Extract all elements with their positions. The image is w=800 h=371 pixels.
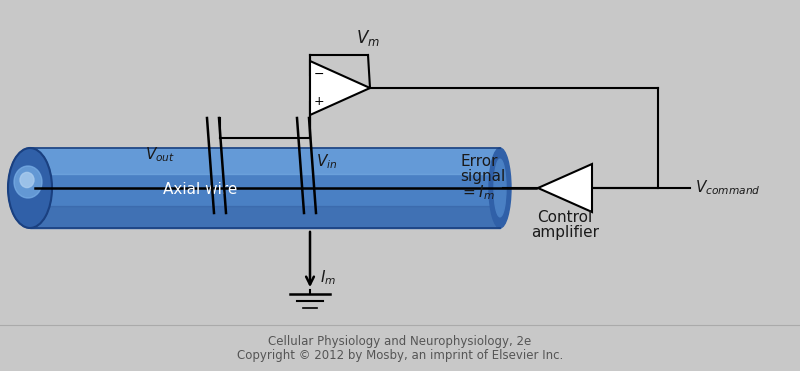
Text: $V_{\mathregular{out}}$: $V_{\mathregular{out}}$ xyxy=(145,146,175,164)
Bar xyxy=(30,148,500,228)
Text: $V_{\mathregular{in}}$: $V_{\mathregular{in}}$ xyxy=(316,152,338,171)
Ellipse shape xyxy=(8,148,52,228)
Text: −: − xyxy=(314,68,324,81)
Ellipse shape xyxy=(14,166,42,198)
Polygon shape xyxy=(310,61,370,115)
Text: Cellular Physiology and Neurophysiology, 2e: Cellular Physiology and Neurophysiology,… xyxy=(268,335,532,348)
Text: Copyright © 2012 by Mosby, an imprint of Elsevier Inc.: Copyright © 2012 by Mosby, an imprint of… xyxy=(237,349,563,362)
Text: amplifier: amplifier xyxy=(531,226,599,240)
Text: $V_{\mathregular{m}}$: $V_{\mathregular{m}}$ xyxy=(356,28,380,48)
Ellipse shape xyxy=(20,173,34,188)
Text: $I_{\mathregular{m}}$: $I_{\mathregular{m}}$ xyxy=(320,269,336,288)
Text: Control: Control xyxy=(538,210,593,226)
Ellipse shape xyxy=(494,159,506,217)
Ellipse shape xyxy=(489,148,511,228)
Bar xyxy=(30,206,500,228)
Text: Axial wire: Axial wire xyxy=(163,181,237,197)
Bar xyxy=(30,148,500,174)
Text: signal: signal xyxy=(460,168,506,184)
Polygon shape xyxy=(538,164,592,212)
Text: +: + xyxy=(314,95,324,108)
Text: $V_{\mathregular{command}}$: $V_{\mathregular{command}}$ xyxy=(695,179,761,197)
Text: $= I_{\mathregular{m}}$: $= I_{\mathregular{m}}$ xyxy=(460,184,495,202)
Text: Error: Error xyxy=(460,154,498,168)
